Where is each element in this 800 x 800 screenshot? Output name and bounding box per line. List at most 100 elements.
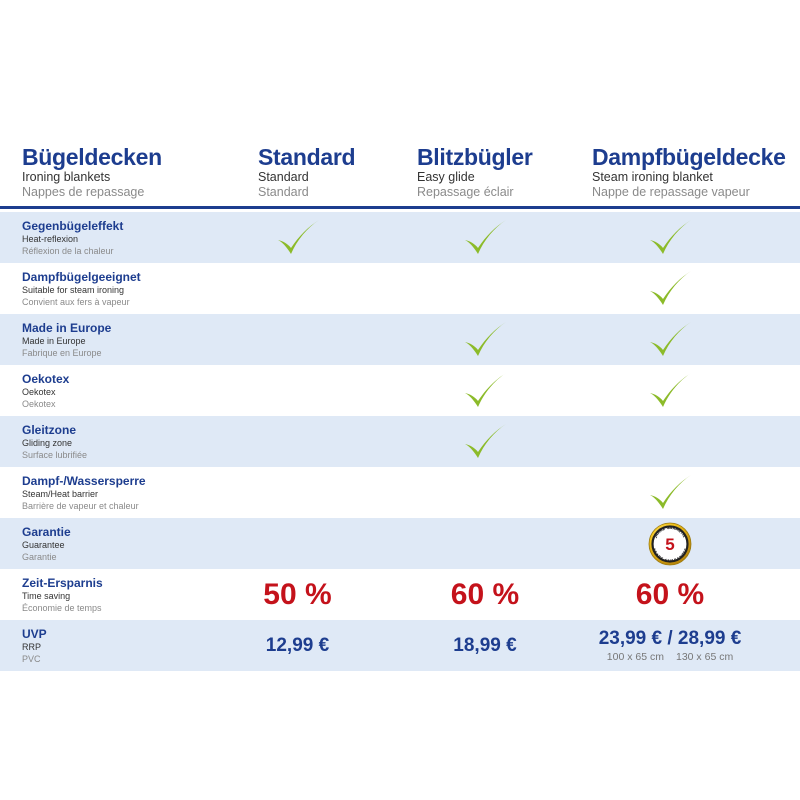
table-row: Made in Europe Made in Europe Fabrique e… bbox=[0, 314, 800, 365]
table-header: Bügeldecken Ironing blankets Nappes de r… bbox=[0, 144, 800, 206]
checkmark-icon bbox=[650, 321, 691, 356]
cell-dampf: 23,99 € / 28,99 € 100 x 65 cm 130 x 65 c… bbox=[590, 620, 750, 671]
cell-dampf bbox=[590, 467, 750, 518]
header-title: Dampfbügeldecke bbox=[592, 144, 786, 170]
table-row: UVP RRP PVC 12,99 € 18,99 € 23,99 € / 28… bbox=[0, 620, 800, 671]
row-label-fr: Fabrique en Europe bbox=[22, 348, 102, 358]
cell-standard bbox=[250, 263, 345, 314]
table-row: Garantie Guarantee Garantie bbox=[0, 518, 800, 569]
cell-blitz: 18,99 € bbox=[420, 620, 550, 671]
header-sub-en: Ironing blankets bbox=[22, 170, 111, 184]
price-dampf: 23,99 € / 28,99 € bbox=[598, 628, 742, 649]
row-label-fr: Surface lubrifiée bbox=[22, 450, 88, 460]
header-col-dampf: Dampfbügeldecke Steam ironing blanket Na… bbox=[592, 144, 786, 200]
row-label-fr: Oekotex bbox=[22, 399, 56, 409]
checkmark-icon bbox=[465, 219, 506, 254]
row-label: UVP RRP PVC bbox=[22, 627, 47, 665]
row-label-en: Suitable for steam ironing bbox=[22, 285, 125, 295]
row-label-en: Time saving bbox=[22, 591, 71, 601]
checkmark-icon bbox=[650, 270, 691, 305]
row-label-fr: Convient aux fers à vapeur bbox=[22, 297, 130, 307]
cell-standard: 50 % bbox=[250, 569, 345, 620]
size-label-small: 100 x 65 cm bbox=[606, 651, 664, 663]
checkmark-icon bbox=[650, 474, 691, 509]
header-sub-en: Steam ironing blanket bbox=[592, 170, 713, 184]
checkmark-icon bbox=[465, 423, 506, 458]
table-row: Gleitzone Gliding zone Surface lubrifiée bbox=[0, 416, 800, 467]
cell-dampf bbox=[590, 365, 750, 416]
row-label: Dampf-/Wassersperre Steam/Heat barrier B… bbox=[22, 474, 146, 512]
cell-blitz bbox=[420, 365, 550, 416]
header-title: Blitzbügler bbox=[417, 144, 533, 170]
row-label-en: Made in Europe bbox=[22, 336, 86, 346]
header-col-category: Bügeldecken Ironing blankets Nappes de r… bbox=[22, 144, 162, 200]
row-label-de: Dampf-/Wassersperre bbox=[22, 474, 146, 488]
row-label: Made in Europe Made in Europe Fabrique e… bbox=[22, 321, 111, 359]
header-sub-fr: Nappe de repassage vapeur bbox=[592, 185, 750, 199]
header-title: Bügeldecken bbox=[22, 144, 162, 170]
cell-blitz bbox=[420, 212, 550, 263]
cell-standard bbox=[250, 416, 345, 467]
row-label-en: RRP bbox=[22, 642, 42, 652]
cell-dampf bbox=[590, 314, 750, 365]
row-label: Oekotex Oekotex Oekotex bbox=[22, 372, 69, 410]
row-label-fr: Barrière de vapeur et chaleur bbox=[22, 501, 139, 511]
checkmark-icon bbox=[277, 219, 319, 254]
row-label: Garantie Guarantee Garantie bbox=[22, 525, 71, 563]
row-label-fr: Garantie bbox=[22, 552, 57, 562]
row-label-en: Guarantee bbox=[22, 540, 65, 550]
table-row: Oekotex Oekotex Oekotex bbox=[0, 365, 800, 416]
row-label-de: Zeit-Ersparnis bbox=[22, 576, 103, 590]
cell-dampf bbox=[590, 263, 750, 314]
checkmark-icon bbox=[465, 372, 506, 407]
price-blitz: 18,99 € bbox=[453, 634, 517, 656]
time-saving-standard: 50 % bbox=[263, 577, 332, 611]
checkmark-icon bbox=[465, 321, 506, 356]
row-label: Dampfbügelgeeignet Suitable for steam ir… bbox=[22, 270, 141, 308]
size-label-large: 130 x 65 cm bbox=[676, 651, 734, 663]
row-label-de: Garantie bbox=[22, 525, 71, 539]
row-label-fr: PVC bbox=[22, 654, 41, 664]
cell-blitz bbox=[420, 467, 550, 518]
time-saving-blitz: 60 % bbox=[450, 577, 520, 611]
cell-dampf bbox=[590, 416, 750, 467]
header-col-standard: Standard Standard Standard bbox=[258, 144, 356, 200]
table-row: Zeit-Ersparnis Time saving Économie de t… bbox=[0, 569, 800, 620]
row-label-de: Gegenbügeleffekt bbox=[22, 219, 124, 233]
price-standard: 12,99 € bbox=[265, 634, 330, 656]
header-sub-fr: Standard bbox=[258, 185, 309, 199]
seal-number: 5 bbox=[665, 535, 674, 554]
table-row: Dampfbügelgeeignet Suitable for steam ir… bbox=[0, 263, 800, 314]
cell-standard bbox=[250, 314, 345, 365]
header-title: Standard bbox=[258, 144, 356, 170]
header-sub-en: Easy glide bbox=[417, 170, 475, 184]
header-sub-en: Standard bbox=[258, 170, 309, 184]
header-col-blitz: Blitzbügler Easy glide Repassage éclair bbox=[417, 144, 533, 200]
cell-blitz bbox=[420, 314, 550, 365]
row-label: Zeit-Ersparnis Time saving Économie de t… bbox=[22, 576, 103, 614]
row-label-fr: Économie de temps bbox=[22, 603, 102, 613]
cell-blitz bbox=[420, 263, 550, 314]
header-divider bbox=[0, 206, 800, 209]
header-sub-fr: Nappes de repassage bbox=[22, 185, 145, 199]
cell-dampf: 60 % bbox=[590, 569, 750, 620]
cell-dampf: JAHRE GARANTIE YEARS GUARANTEE 5 bbox=[590, 518, 750, 569]
row-label-fr: Réflexion de la chaleur bbox=[22, 246, 114, 256]
cell-standard bbox=[250, 467, 345, 518]
row-label-de: UVP bbox=[22, 627, 47, 641]
time-saving-dampf: 60 % bbox=[635, 577, 705, 611]
price-dampf-box: 23,99 € / 28,99 € 100 x 65 cm 130 x 65 c… bbox=[599, 628, 742, 663]
cell-standard: 12,99 € bbox=[250, 620, 345, 671]
row-label: Gegenbügeleffekt Heat-reflexion Réflexio… bbox=[22, 219, 123, 257]
checkmark-icon bbox=[650, 372, 691, 407]
cell-standard bbox=[250, 365, 345, 416]
cell-blitz: 60 % bbox=[420, 569, 550, 620]
row-label-de: Made in Europe bbox=[22, 321, 112, 335]
row-label-de: Dampfbügelgeeignet bbox=[22, 270, 141, 284]
row-label-en: Steam/Heat barrier bbox=[22, 489, 99, 499]
row-label: Gleitzone Gliding zone Surface lubrifiée bbox=[22, 423, 87, 461]
size-labels: 100 x 65 cm 130 x 65 cm bbox=[607, 651, 733, 663]
row-label-en: Oekotex bbox=[22, 387, 56, 397]
row-label-de: Gleitzone bbox=[22, 423, 77, 437]
checkmark-icon bbox=[650, 219, 691, 254]
